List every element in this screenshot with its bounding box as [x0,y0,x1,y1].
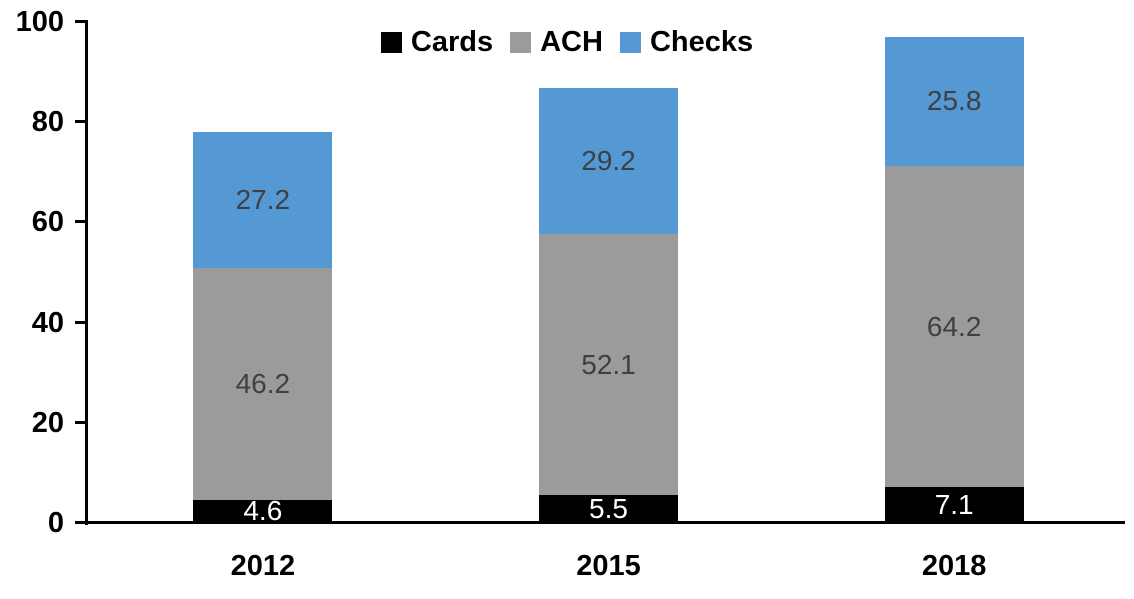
data-label: 29.2 [581,145,636,177]
x-axis-tick-label: 2018 [921,550,987,582]
bar-segment-cards-2018: 7.1 [884,487,1024,523]
y-axis-tick-label: 80 [31,106,64,139]
y-axis-tick-mark [75,220,85,224]
bar-segment-checks-2012: 27.2 [193,132,333,269]
y-axis-tick-label: 60 [31,206,64,239]
y-axis-tick-label: 40 [31,306,64,339]
bar-segment-cards-2012: 4.6 [193,495,333,527]
y-axis-tick-mark [75,20,85,23]
y-axis-tick-label: 20 [31,406,64,439]
y-axis-line [85,20,88,525]
data-label: 5.5 [589,493,628,525]
y-axis-tick-label: 0 [47,507,64,539]
data-label: 52.1 [581,348,636,380]
y-axis-tick-mark [75,120,85,124]
data-label: 25.8 [926,85,982,117]
bar-segment-checks-2015: 29.2 [539,88,678,235]
bar-segment-checks-2018: 25.8 [884,36,1024,166]
y-axis-tick-mark [75,320,85,324]
bar-segment-ach-2018: 64.2 [884,165,1024,488]
bar-segment-ach-2015: 52.1 [539,234,678,496]
bar-segment-cards-2015: 5.5 [539,495,678,523]
data-label: 64.2 [926,310,982,342]
data-label: 7.1 [934,489,974,521]
y-axis-tick-label: 100 [15,6,64,38]
data-label: 4.6 [243,495,283,527]
bar-segment-ach-2012: 46.2 [193,268,333,500]
y-axis-tick-mark [75,420,85,424]
x-axis-tick-label: 2015 [576,550,641,582]
y-axis-tick-mark [75,521,85,524]
data-label: 27.2 [235,184,291,216]
data-label: 46.2 [235,368,291,400]
x-axis-tick-label: 2012 [230,550,296,582]
